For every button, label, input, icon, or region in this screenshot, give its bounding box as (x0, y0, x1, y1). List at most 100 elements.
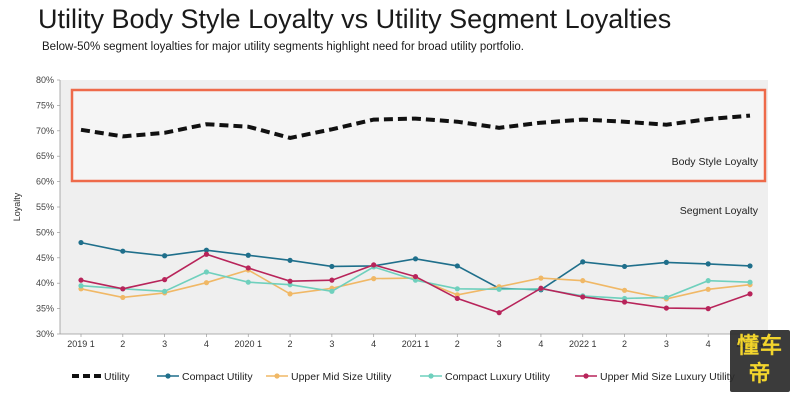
legend-marker-upper-mid-size-utility (274, 373, 280, 379)
data-point-upper-mid-size-luxury-utility (203, 251, 210, 257)
data-point-compact-luxury-utility (454, 286, 460, 292)
data-point-upper-mid-size-luxury-utility (120, 286, 126, 292)
data-point-compact-utility (454, 263, 460, 269)
legend-marker-upper-mid-size-luxury-utility (583, 373, 589, 379)
data-point-compact-luxury-utility (621, 295, 628, 302)
y-tick-label: 80% (36, 75, 54, 85)
body-style-highlight-fill (72, 90, 765, 181)
data-point-upper-mid-size-luxury-utility (538, 285, 544, 291)
data-point-upper-mid-size-luxury-utility (663, 305, 669, 311)
series-line-utility (80, 113, 751, 140)
legend-label-upper-mid-size-utility: Upper Mid Size Utility (291, 371, 392, 383)
data-point-upper-mid-size-luxury-utility (454, 295, 460, 302)
y-tick-label: 50% (36, 227, 54, 237)
data-point-compact-luxury-utility (245, 279, 251, 285)
data-point-compact-utility (663, 259, 669, 265)
data-point-upper-mid-size-luxury-utility (580, 294, 586, 300)
data-point-compact-luxury-utility (78, 283, 84, 289)
data-point-upper-mid-size-utility (287, 291, 293, 297)
data-point-compact-luxury-utility (329, 288, 335, 294)
x-tick-label: 3 (329, 339, 334, 349)
y-tick-label: 70% (36, 126, 54, 136)
data-point-upper-mid-size-luxury-utility (412, 273, 419, 280)
x-tick-label: 2019 1 (67, 339, 95, 349)
data-point-compact-utility (203, 247, 210, 253)
data-point-upper-mid-size-luxury-utility (496, 310, 502, 316)
data-point-compact-utility (329, 263, 335, 270)
data-point-upper-mid-size-luxury-utility (705, 306, 711, 312)
data-point-compact-luxury-utility (203, 269, 210, 275)
x-tick-label: 2022 1 (569, 339, 597, 349)
data-point-compact-utility (245, 252, 251, 258)
data-point-upper-mid-size-luxury-utility (162, 277, 168, 283)
legend-marker-compact-utility (165, 373, 171, 379)
data-point-upper-mid-size-luxury-utility (287, 278, 293, 284)
x-tick-label: 4 (204, 339, 209, 349)
legend-label-compact-luxury-utility: Compact Luxury Utility (445, 371, 551, 383)
x-tick-label: 4 (371, 339, 376, 349)
x-tick-label: 2020 1 (234, 339, 262, 349)
data-point-upper-mid-size-utility (538, 275, 544, 281)
watermark-logo: 懂车帝 (730, 330, 790, 392)
x-tick-label: 2 (288, 339, 293, 349)
data-point-upper-mid-size-luxury-utility (621, 299, 628, 305)
watermark-text: 懂车帝 (736, 334, 783, 387)
y-tick-label: 55% (36, 202, 54, 212)
data-point-upper-mid-size-luxury-utility (329, 277, 335, 283)
data-point-compact-luxury-utility (747, 279, 753, 285)
y-tick-label: 35% (36, 304, 54, 314)
data-point-compact-utility (747, 263, 753, 269)
x-tick-label: 4 (538, 339, 543, 349)
x-tick-label: 4 (706, 339, 711, 349)
legend-label-upper-mid-size-luxury-utility: Upper Mid Size Luxury Utility (600, 371, 736, 383)
data-point-compact-utility (621, 263, 628, 270)
data-point-upper-mid-size-utility (454, 292, 460, 298)
data-point-upper-mid-size-luxury-utility (371, 262, 377, 268)
data-point-compact-luxury-utility (663, 294, 669, 301)
data-point-upper-mid-size-luxury-utility (747, 291, 753, 297)
x-tick-label: 3 (162, 339, 167, 349)
x-tick-label: 2021 1 (402, 339, 430, 349)
data-point-upper-mid-size-utility (580, 278, 586, 284)
x-tick-label: 2 (120, 339, 125, 349)
x-tick-label: 2 (455, 339, 460, 349)
data-point-upper-mid-size-utility (705, 286, 711, 292)
x-tick-label: 3 (664, 339, 669, 349)
body-style-highlight-box (70, 88, 767, 183)
annotation-segment-loyalty: Segment Loyalty (680, 205, 759, 217)
y-tick-label: 45% (36, 253, 54, 263)
data-point-compact-utility (78, 239, 84, 246)
x-tick-label: 2 (622, 339, 627, 349)
data-point-compact-utility (120, 248, 126, 254)
data-point-upper-mid-size-luxury-utility (245, 265, 251, 271)
data-point-upper-mid-size-utility (120, 294, 126, 301)
y-tick-label: 30% (36, 329, 54, 339)
data-point-compact-luxury-utility (412, 277, 419, 283)
data-point-upper-mid-size-utility (203, 280, 210, 286)
y-tick-label: 75% (36, 100, 54, 110)
data-point-compact-utility (580, 259, 586, 265)
y-tick-label: 65% (36, 151, 54, 161)
x-tick-label: 3 (497, 339, 502, 349)
legend-label-compact-utility: Compact Utility (182, 371, 253, 383)
data-point-compact-luxury-utility (496, 286, 502, 292)
data-point-compact-utility (412, 256, 419, 262)
chart-title: Utility Body Style Loyalty vs Utility Se… (38, 4, 672, 34)
y-tick-label: 60% (36, 177, 54, 187)
y-axis-label: Loyalty (12, 192, 22, 221)
y-tick-label: 40% (36, 278, 54, 288)
annotation-body-style-loyalty: Body Style Loyalty (672, 156, 759, 168)
data-point-upper-mid-size-utility (621, 287, 628, 293)
data-point-compact-luxury-utility (287, 282, 293, 288)
data-point-compact-utility (705, 261, 711, 267)
data-point-upper-mid-size-utility (371, 276, 377, 282)
data-point-compact-utility (162, 253, 168, 259)
data-point-compact-utility (287, 257, 293, 263)
data-point-compact-luxury-utility (705, 278, 711, 284)
legend-marker-compact-luxury-utility (428, 373, 434, 379)
data-point-upper-mid-size-luxury-utility (78, 277, 84, 283)
chart-subtitle: Below-50% segment loyalties for major ut… (42, 41, 524, 53)
data-point-compact-luxury-utility (162, 288, 168, 294)
legend-label-utility: Utility (104, 371, 130, 383)
